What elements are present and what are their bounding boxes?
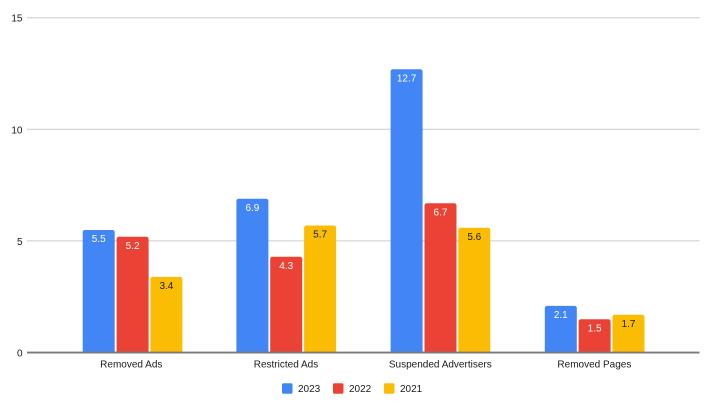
svg-text:5.7: 5.7 (313, 230, 327, 241)
svg-text:Suspended Advertisers: Suspended Advertisers (389, 359, 492, 370)
svg-text:0: 0 (17, 349, 23, 360)
svg-text:2023: 2023 (298, 384, 321, 395)
svg-text:6.7: 6.7 (434, 207, 448, 218)
svg-text:12.7: 12.7 (397, 73, 417, 84)
svg-text:2022: 2022 (349, 384, 372, 395)
svg-text:10: 10 (11, 125, 23, 136)
svg-text:3.4: 3.4 (159, 281, 173, 292)
svg-text:5.2: 5.2 (126, 241, 140, 252)
svg-text:2021: 2021 (400, 384, 423, 395)
svg-text:5.5: 5.5 (92, 234, 106, 245)
svg-text:1.7: 1.7 (622, 319, 636, 330)
svg-text:6.9: 6.9 (245, 203, 259, 214)
svg-text:5: 5 (17, 237, 23, 248)
svg-text:15: 15 (11, 14, 23, 25)
svg-text:5.6: 5.6 (467, 232, 481, 243)
svg-text:2.1: 2.1 (554, 310, 568, 321)
svg-text:Restricted Ads: Restricted Ads (254, 359, 318, 370)
svg-text:4.3: 4.3 (279, 261, 293, 272)
svg-text:Removed Pages: Removed Pages (557, 359, 631, 370)
svg-text:1.5: 1.5 (588, 324, 602, 335)
svg-text:Removed Ads: Removed Ads (100, 359, 162, 370)
